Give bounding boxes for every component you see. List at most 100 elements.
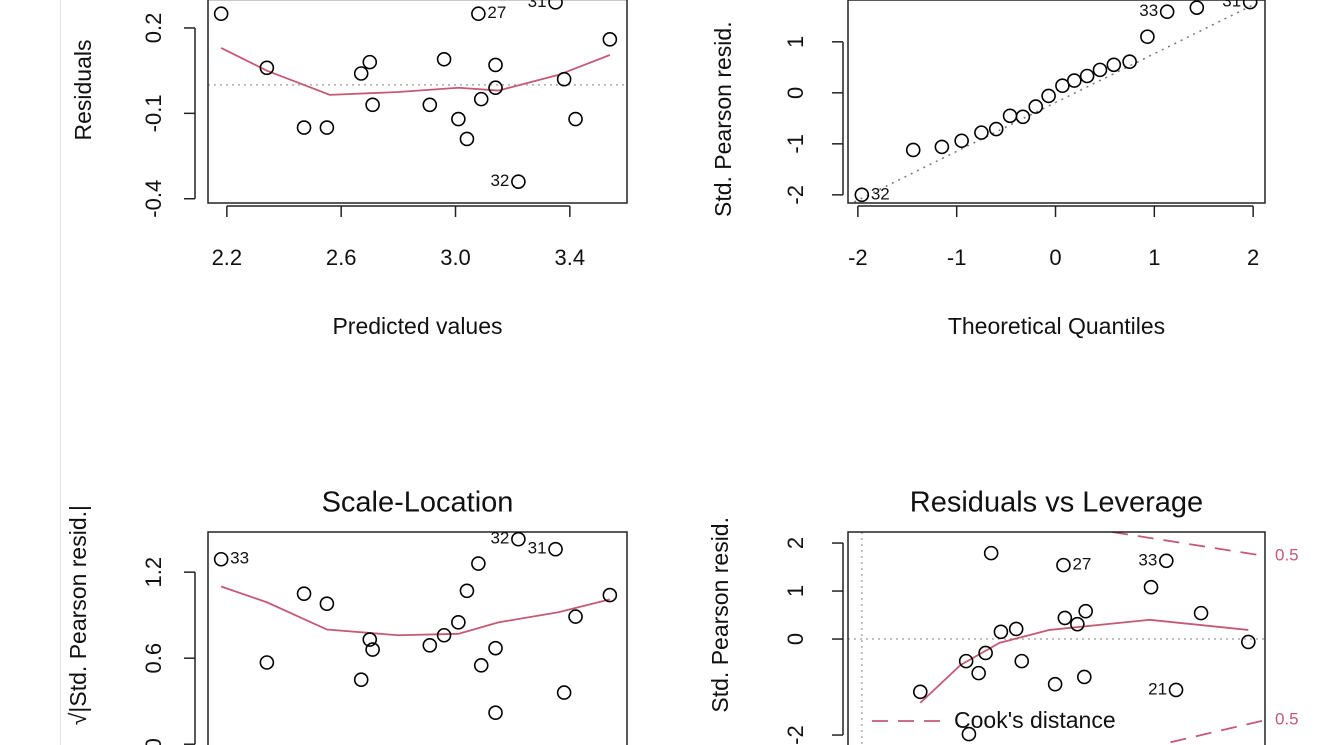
point <box>974 125 989 140</box>
plot-box <box>847 531 1266 745</box>
x-tick-label: 2 <box>1247 245 1259 270</box>
point <box>471 556 486 571</box>
point <box>1066 73 1082 88</box>
y-axis-title: Residuals <box>70 40 96 141</box>
y-tick-label: -0.4 <box>141 180 166 218</box>
point <box>1056 557 1071 573</box>
point <box>422 637 438 653</box>
point <box>473 658 489 673</box>
y-tick-label: -2 <box>783 185 808 205</box>
point <box>556 685 572 700</box>
point <box>1168 682 1184 698</box>
point <box>958 653 974 669</box>
x-tick-label: 2.6 <box>326 245 357 270</box>
y-tick-label: -0.1 <box>141 94 166 132</box>
plot-box <box>207 531 628 745</box>
point <box>451 615 466 630</box>
point <box>488 80 503 96</box>
point <box>1140 29 1155 45</box>
point <box>473 91 489 107</box>
point <box>568 111 583 127</box>
point-label: 27 <box>487 3 506 22</box>
point <box>1242 0 1258 10</box>
point <box>961 726 977 742</box>
point <box>353 672 369 687</box>
cooks-level-label: 0.5 <box>1275 545 1299 564</box>
point <box>488 57 503 73</box>
point-label: 31 <box>1222 0 1241 11</box>
point <box>602 32 618 47</box>
point <box>1122 54 1137 70</box>
point <box>488 705 503 720</box>
point <box>1106 57 1122 73</box>
point <box>1241 634 1256 650</box>
point <box>1014 653 1030 669</box>
y-tick-label: 1 <box>783 585 808 597</box>
panel-title: Residuals vs Leverage <box>910 487 1203 519</box>
y-tick-label: 0 <box>783 87 808 99</box>
smooth-line <box>220 585 611 637</box>
y-axis-title: Std. Pearson resid. <box>707 517 733 713</box>
panel: Theoretical Quantiles Std. Pearson resid.… <box>710 0 1266 339</box>
legend-label: Cook's distance <box>954 707 1116 733</box>
x-tick-label: 1 <box>1148 245 1160 270</box>
point <box>854 187 870 203</box>
smooth-line <box>220 47 611 96</box>
point-label: 33 <box>230 549 249 568</box>
point <box>259 655 275 670</box>
point <box>548 541 563 557</box>
point <box>1159 4 1175 20</box>
point <box>988 121 1004 137</box>
panel: Residuals vs Leverage Std. Pearson resid.… <box>707 487 1299 745</box>
y-tick-label: 0 <box>783 633 808 645</box>
panel: Scale-Location √|Std. Pearson resid.| 0 0.6… <box>65 487 628 745</box>
point <box>1078 603 1093 619</box>
point <box>971 665 986 681</box>
y-tick-label: 1 <box>783 36 808 48</box>
cooks-level-label: 0.5 <box>1275 710 1299 729</box>
plot-box <box>847 0 1266 204</box>
x-tick-label: 0 <box>1049 245 1061 270</box>
y-tick-label: 1.2 <box>141 557 166 588</box>
point <box>905 142 921 158</box>
point <box>993 624 1009 640</box>
point <box>436 627 452 643</box>
point <box>1057 610 1073 626</box>
point <box>259 60 275 76</box>
point <box>1079 68 1095 84</box>
y-tick-label: -1 <box>783 134 808 154</box>
point-label: 31 <box>528 0 547 11</box>
y-tick-label: 2 <box>783 537 808 549</box>
point <box>296 120 312 135</box>
x-tick-label: -2 <box>848 245 868 270</box>
point <box>365 642 380 657</box>
point <box>471 6 486 22</box>
plot-area <box>220 585 611 637</box>
y-tick-label: 0.2 <box>141 13 166 44</box>
point <box>1015 109 1031 125</box>
point <box>362 54 378 70</box>
point <box>1159 553 1174 569</box>
panel-title: Scale-Location <box>322 487 514 519</box>
cooks-line <box>1170 719 1265 744</box>
point-label: 32 <box>871 184 890 203</box>
point <box>459 131 475 147</box>
point <box>422 97 438 113</box>
point <box>511 174 526 189</box>
point <box>319 120 335 135</box>
point <box>459 583 475 599</box>
point <box>362 632 378 647</box>
point-label: 32 <box>490 171 509 190</box>
point-label: 27 <box>1072 555 1091 574</box>
point <box>511 531 526 547</box>
point <box>296 586 312 601</box>
point <box>1028 99 1044 114</box>
point-label: 21 <box>1148 679 1167 698</box>
point <box>1055 78 1070 93</box>
plot-area <box>208 47 627 96</box>
x-tick-label: 2.2 <box>212 245 243 270</box>
point <box>488 640 503 656</box>
point <box>213 6 229 22</box>
